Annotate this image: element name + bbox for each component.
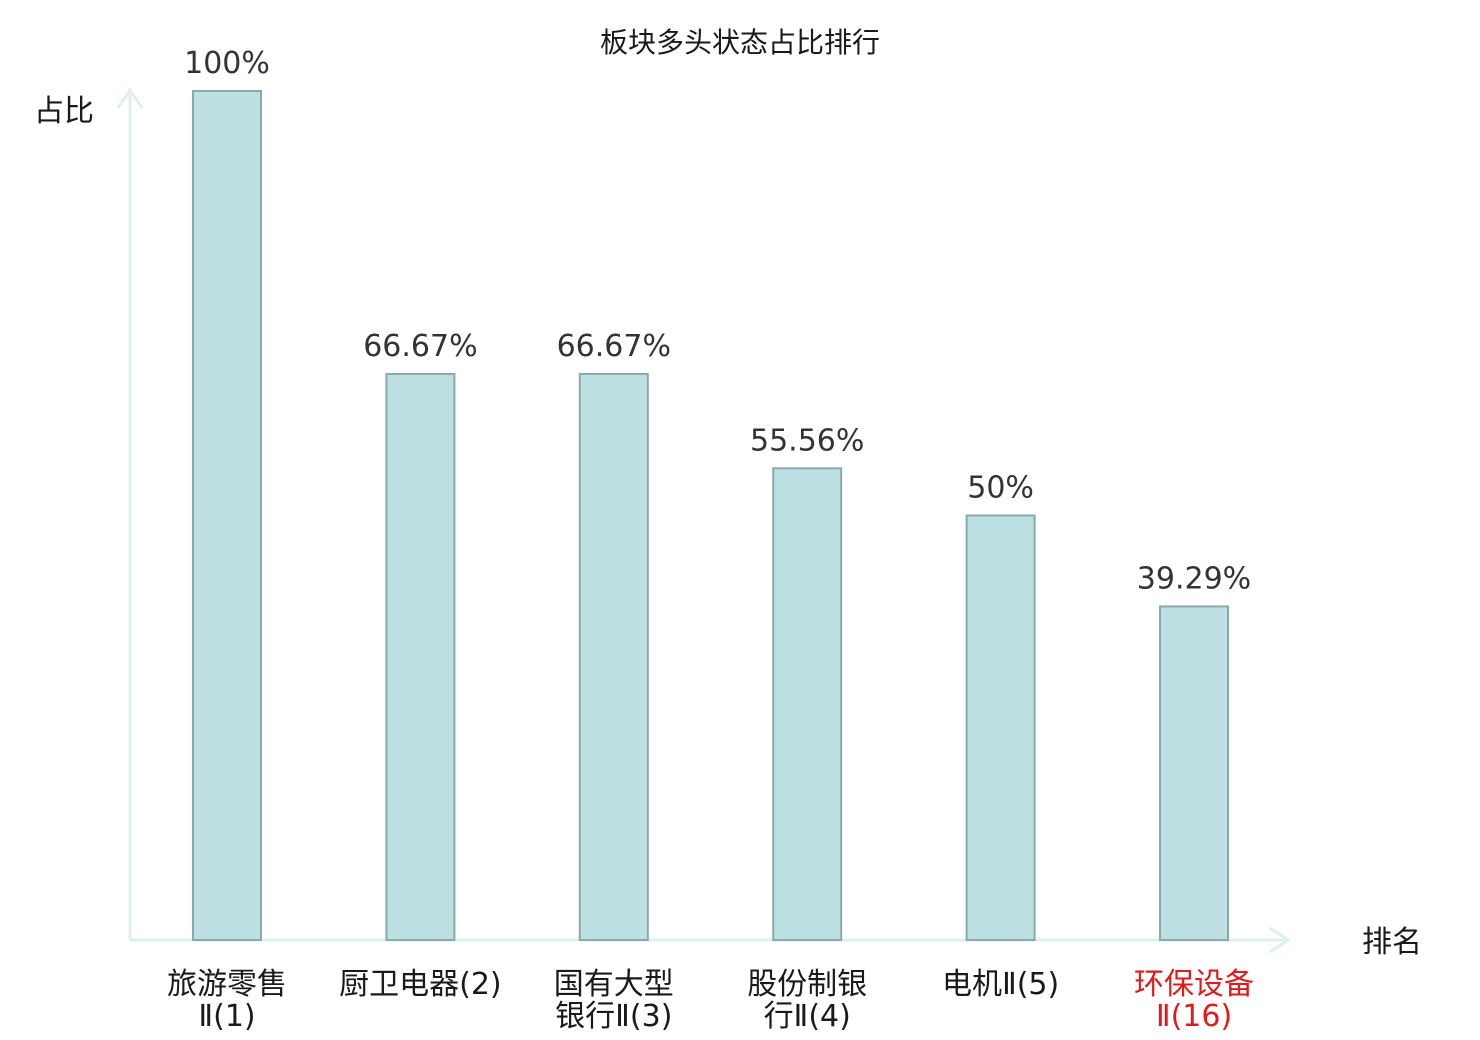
y-axis-label: 占比 [34,94,94,129]
category-label-6-line2: Ⅱ(16) [1156,999,1232,1034]
value-label-1: 100% [184,46,270,81]
value-label-5: 50% [967,471,1034,506]
bar-2 [385,372,456,942]
value-label-2: 66.67% [363,329,477,364]
category-label-3-line2: 银行Ⅱ(3) [555,999,672,1034]
bar-5 [965,514,1036,941]
x-axis-arrow-icon [1269,926,1291,954]
value-label-6: 39.29% [1137,561,1251,596]
x-axis: 排名 [130,925,1422,960]
bar-1 [192,90,262,941]
value-labels-group: 100% 66.67% 66.67% 55.56% 50% 39.29% [184,46,1251,596]
bars-group [192,90,1229,942]
y-axis: 占比 [34,87,144,940]
x-axis-label: 排名 [1362,925,1422,960]
category-label-1-line2: Ⅱ(1) [198,999,255,1034]
value-label-4: 55.56% [750,423,864,458]
bar-3 [578,372,649,942]
category-label-4: 股份制银 [747,967,867,1002]
category-label-6: 环保设备 [1134,967,1254,1002]
category-label-2: 厨卫电器(2) [339,967,502,1002]
category-label-3: 国有大型 [554,967,674,1002]
value-label-3: 66.67% [557,329,671,364]
category-label-1: 旅游零售 [167,967,287,1002]
chart-title: 板块多头状态占比排行 [600,26,880,59]
y-axis-arrow-icon [116,87,144,109]
bar-4 [772,467,843,941]
category-label-5: 电机Ⅱ(5) [942,967,1059,1002]
category-label-4-line2: 行Ⅱ(4) [764,999,851,1034]
bar-6 [1159,605,1229,942]
